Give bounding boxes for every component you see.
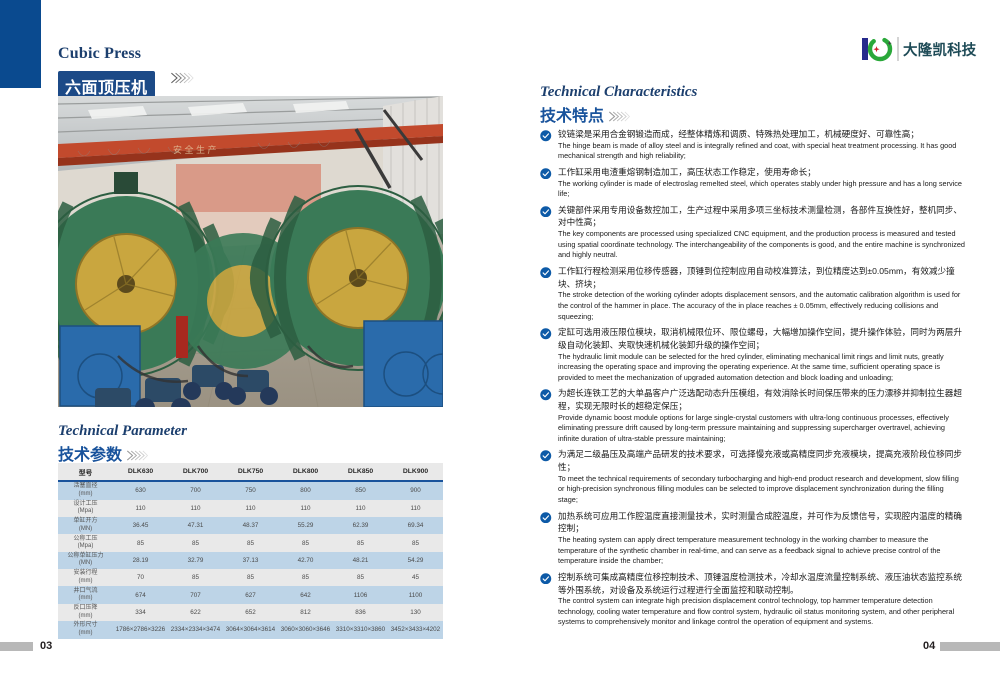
svg-text:大隆凯科技: 大隆凯科技: [903, 41, 977, 59]
svg-text:安 全 生 产: 安 全 生 产: [173, 144, 217, 155]
